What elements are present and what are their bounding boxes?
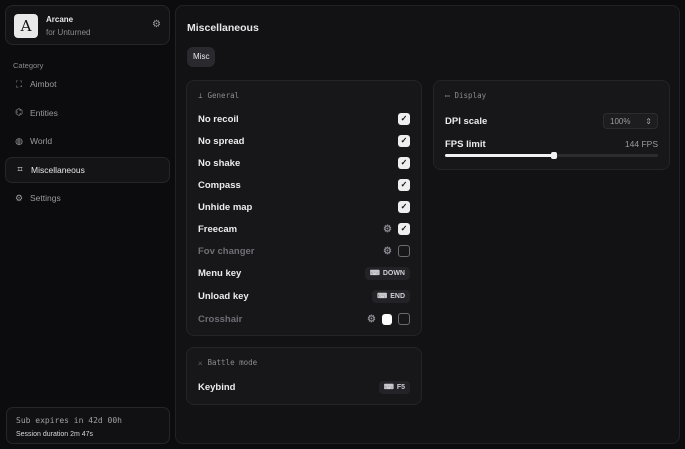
general-card: ⊥ General No recoil ✓ No spread ✓ No shake ✓ Co… bbox=[186, 80, 422, 336]
general-title: General bbox=[207, 91, 240, 100]
no-recoil-row: No recoil ✓ bbox=[198, 110, 410, 128]
chevron-updown-icon: ⇕ bbox=[645, 116, 652, 126]
page-title: Miscellaneous bbox=[187, 22, 259, 34]
sidebar-item-label: Settings bbox=[30, 193, 61, 203]
sidebar-item-aimbot[interactable]: ⛶ Aimbot bbox=[5, 71, 170, 97]
sidebar-item-entities[interactable]: ⌬ Entities bbox=[5, 100, 170, 126]
fps-slider-thumb[interactable] bbox=[550, 152, 557, 159]
fov-changer-row: Fov changer ⚙ bbox=[198, 242, 410, 260]
dpi-label: DPI scale bbox=[445, 115, 488, 127]
crosshair-settings-icon[interactable]: ⚙ bbox=[367, 313, 376, 325]
fps-label: FPS limit bbox=[445, 138, 486, 150]
app-logo: A bbox=[14, 14, 38, 38]
battle-icon: ⚔ bbox=[198, 358, 203, 367]
fps-value: 144 FPS bbox=[624, 139, 658, 149]
unload-key-button[interactable]: ⌨ END bbox=[372, 289, 410, 303]
no-recoil-label: No recoil bbox=[198, 113, 239, 125]
keybind-row: Keybind ⌨ F5 bbox=[198, 378, 410, 396]
monitor-icon: ▭ bbox=[445, 91, 450, 100]
sidebar-item-settings[interactable]: ⚙ Settings bbox=[5, 185, 170, 211]
sidebar-item-label: Entities bbox=[30, 107, 58, 118]
battle-title: Battle mode bbox=[207, 358, 258, 367]
session-duration: Session duration 2m 47s bbox=[16, 431, 94, 438]
menu-key-button[interactable]: ⌨ DOWN bbox=[364, 266, 410, 280]
gear-icon: ⚙ bbox=[14, 192, 24, 203]
no-shake-row: No shake ✓ bbox=[198, 154, 410, 172]
sidebar-item-miscellaneous[interactable]: ⌗ Miscellaneous bbox=[5, 156, 170, 183]
main-panel: Miscellaneous Misc ⊥ General No recoil ✓ No… bbox=[175, 5, 680, 444]
display-title: Display bbox=[454, 91, 487, 100]
no-spread-label: No spread bbox=[198, 135, 245, 147]
display-card: ▭ Display DPI scale 100% ⇕ FPS limit 144 F… bbox=[433, 80, 670, 170]
crosshair-icon: ⛶ bbox=[15, 78, 23, 89]
app-subtitle: for Unturned bbox=[46, 28, 91, 37]
fps-slider-fill bbox=[445, 154, 554, 157]
no-spread-checkbox[interactable]: ✓ bbox=[398, 135, 410, 147]
compass-row: Compass ✓ bbox=[198, 176, 410, 194]
battle-mode-card: ⚔ Battle mode Keybind ⌨ F5 bbox=[186, 347, 422, 405]
keybind-button[interactable]: ⌨ F5 bbox=[378, 380, 410, 394]
keyboard-icon: ⌨ bbox=[369, 270, 380, 277]
keybind-label: Keybind bbox=[198, 381, 236, 393]
sidebar-item-world[interactable]: ◍ World bbox=[5, 128, 170, 154]
globe-icon: ◍ bbox=[15, 135, 23, 146]
unhide-map-label: Unhide map bbox=[198, 201, 253, 213]
freecam-settings-icon[interactable]: ⚙ bbox=[383, 223, 392, 235]
keyboard-icon: ⌨ bbox=[383, 384, 394, 391]
no-shake-label: No shake bbox=[198, 157, 241, 169]
sidebar-item-label: World bbox=[30, 136, 53, 146]
compass-checkbox[interactable]: ✓ bbox=[398, 179, 410, 191]
sub-expiry: Sub expires in 42d 00h bbox=[16, 416, 122, 425]
fps-row: FPS limit 144 FPS bbox=[445, 135, 658, 153]
dpi-select[interactable]: 100% ⇕ bbox=[603, 113, 658, 129]
unload-key-row: Unload key ⌨ END bbox=[198, 287, 410, 305]
sidebar-item-label: Miscellaneous bbox=[31, 164, 85, 175]
crosshair-color-swatch[interactable] bbox=[382, 313, 392, 325]
fov-changer-checkbox[interactable] bbox=[398, 245, 410, 257]
menu-key-row: Menu key ⌨ DOWN bbox=[198, 264, 410, 282]
fov-changer-settings-icon[interactable]: ⚙ bbox=[383, 245, 392, 257]
sidebar: A Arcane for Unturned ⚙ Category ⛶ Aimbot… bbox=[5, 5, 170, 444]
dpi-value: 100% bbox=[610, 116, 631, 126]
fps-slider[interactable] bbox=[445, 152, 658, 159]
general-icon: ⊥ bbox=[198, 91, 203, 100]
freecam-row: Freecam ⚙ ✓ bbox=[198, 220, 410, 238]
sidebar-item-label: Aimbot bbox=[30, 79, 57, 89]
no-recoil-checkbox[interactable]: ✓ bbox=[398, 113, 410, 125]
no-shake-checkbox[interactable]: ✓ bbox=[398, 157, 410, 169]
menu-key-value: DOWN bbox=[382, 269, 405, 277]
unload-key-label: Unload key bbox=[198, 290, 249, 302]
keyboard-icon: ⌨ bbox=[377, 293, 388, 300]
crosshair-label: Crosshair bbox=[198, 313, 243, 325]
crosshair-checkbox[interactable] bbox=[398, 313, 410, 325]
fov-changer-label: Fov changer bbox=[198, 245, 255, 257]
menu-key-label: Menu key bbox=[198, 267, 242, 279]
brand-header: A Arcane for Unturned ⚙ bbox=[5, 5, 170, 45]
unhide-map-row: Unhide map ✓ bbox=[198, 198, 410, 216]
freecam-label: Freecam bbox=[198, 223, 238, 235]
app-name: Arcane bbox=[46, 15, 74, 24]
freecam-checkbox[interactable]: ✓ bbox=[398, 223, 410, 235]
subscription-card: Sub expires in 42d 00h Session duration … bbox=[6, 407, 170, 444]
unload-key-value: END bbox=[390, 292, 405, 300]
no-spread-row: No spread ✓ bbox=[198, 132, 410, 150]
crosshair-row: Crosshair ⚙ bbox=[198, 310, 410, 328]
tab-misc[interactable]: Misc bbox=[187, 47, 216, 67]
scan-icon: ⌬ bbox=[15, 107, 23, 117]
grid-icon: ⌗ bbox=[17, 164, 23, 174]
dpi-row: DPI scale 100% ⇕ bbox=[445, 112, 658, 130]
category-label: Category bbox=[13, 61, 44, 70]
brand-settings-icon[interactable]: ⚙ bbox=[152, 19, 161, 30]
keybind-value: F5 bbox=[396, 383, 405, 391]
unhide-map-checkbox[interactable]: ✓ bbox=[398, 201, 410, 213]
compass-label: Compass bbox=[198, 179, 241, 191]
